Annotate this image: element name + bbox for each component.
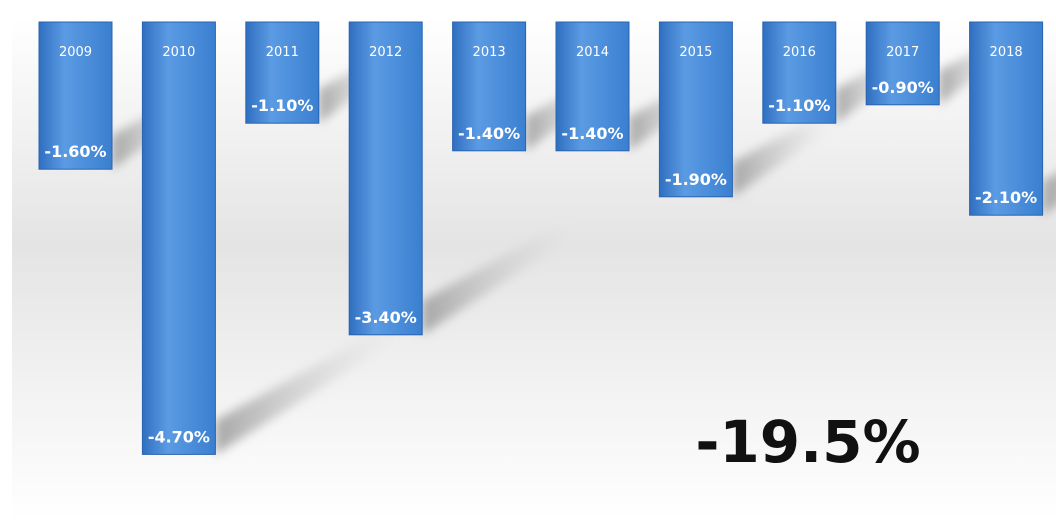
category-labels: 2009 2010 2011 2012 2013 2014 2015 2016 2017 2018 xyxy=(59,45,1023,60)
category-label-2016: 2016 xyxy=(783,45,816,60)
bar-shadow xyxy=(422,218,572,335)
value-label-2011: -1.10% xyxy=(251,96,313,115)
category-label-2013: 2013 xyxy=(473,45,506,60)
bar-2015 xyxy=(658,21,733,198)
category-label-2011: 2011 xyxy=(266,45,299,60)
value-label-2015: -1.90% xyxy=(665,170,727,189)
bars-group xyxy=(38,21,1044,455)
category-label-2010: 2010 xyxy=(162,45,195,60)
bar-2018 xyxy=(969,21,1044,216)
value-labels: -1.60% -4.70% -1.10% -3.40% -1.40% -1.40% -1.9… xyxy=(44,78,1037,447)
bar-2009 xyxy=(38,21,113,170)
total-change-label: -19.5% xyxy=(695,408,920,476)
bar-2010 xyxy=(141,21,216,455)
value-label-2014: -1.40% xyxy=(561,124,623,143)
bar-2011 xyxy=(245,21,320,124)
bar-shadow xyxy=(732,107,834,197)
bar-2014 xyxy=(555,21,630,152)
value-label-2018: -2.10% xyxy=(975,188,1037,207)
value-label-2009: -1.60% xyxy=(44,142,106,161)
bar-2017 xyxy=(865,21,940,106)
value-label-2013: -1.40% xyxy=(458,124,520,143)
value-label-2010: -4.70% xyxy=(148,427,210,446)
bar-shadow xyxy=(215,321,396,455)
bar-2013 xyxy=(452,21,527,152)
value-label-2016: -1.10% xyxy=(768,96,830,115)
bar-2016 xyxy=(762,21,837,124)
category-label-2012: 2012 xyxy=(369,45,402,60)
category-label-2018: 2018 xyxy=(990,45,1023,60)
category-label-2017: 2017 xyxy=(886,45,919,60)
value-label-2017: -0.90% xyxy=(872,78,934,97)
category-label-2015: 2015 xyxy=(679,45,712,60)
category-label-2009: 2009 xyxy=(59,45,92,60)
value-label-2012: -3.40% xyxy=(355,308,417,327)
category-label-2014: 2014 xyxy=(576,45,609,60)
bar-2012 xyxy=(348,21,423,336)
bar-shadow xyxy=(1042,173,1056,216)
